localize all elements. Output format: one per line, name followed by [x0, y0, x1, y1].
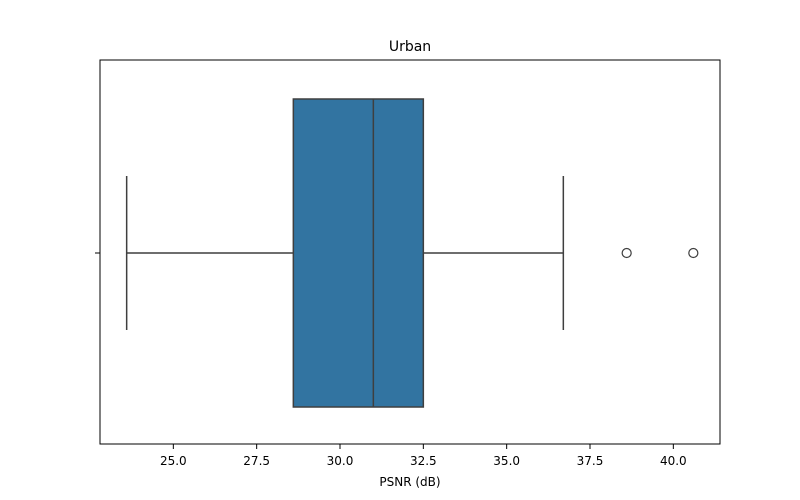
outliers	[621, 247, 699, 259]
x-tick-label: 25.0	[160, 454, 187, 468]
x-tick-label: 35.0	[493, 454, 520, 468]
x-tick-label: 30.0	[327, 454, 354, 468]
x-axis-ticks: 25.0 27.5 30.0 32.5 35.0 37.5 40.0	[160, 444, 687, 468]
x-axis-label: PSNR (dB)	[379, 475, 440, 489]
axes-frame	[99, 59, 721, 445]
outlier-point	[621, 247, 632, 259]
x-tick-label: 40.0	[660, 454, 687, 468]
plot-area	[125, 98, 699, 408]
iqr-box	[292, 98, 425, 408]
x-tick-label: 27.5	[243, 454, 270, 468]
chart-title: Urban	[389, 39, 431, 55]
outlier-point	[688, 247, 699, 259]
x-tick-label: 37.5	[577, 454, 604, 468]
x-tick-label: 32.5	[410, 454, 437, 468]
